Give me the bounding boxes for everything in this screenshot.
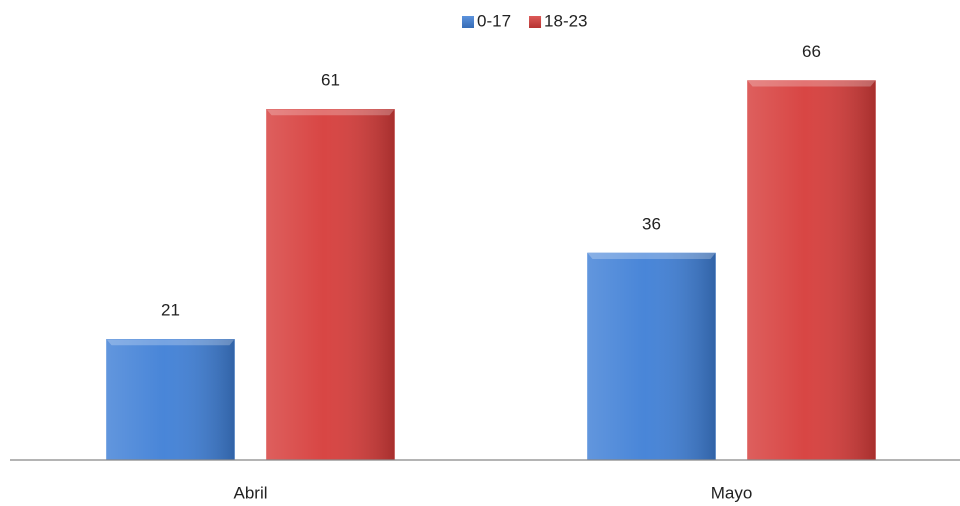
data-label: 61 [321, 71, 340, 90]
bar-bevel [747, 80, 876, 87]
bar [587, 252, 716, 461]
x-tick-label: Mayo [711, 483, 753, 502]
bar [747, 80, 876, 461]
x-tick-label: Abril [233, 483, 267, 502]
legend-label: 0-17 [477, 11, 511, 30]
legend-label: 18-23 [544, 11, 587, 30]
legend-swatch-shade [529, 16, 542, 28]
data-label: 36 [642, 214, 661, 233]
bar-bevel [587, 253, 716, 259]
bar-bevel [266, 109, 395, 116]
legend-swatch-shade [462, 16, 474, 28]
bar [266, 109, 395, 461]
bar-bevel [106, 339, 235, 346]
data-label: 21 [161, 301, 180, 320]
bar [106, 339, 235, 461]
data-label: 66 [802, 42, 821, 61]
